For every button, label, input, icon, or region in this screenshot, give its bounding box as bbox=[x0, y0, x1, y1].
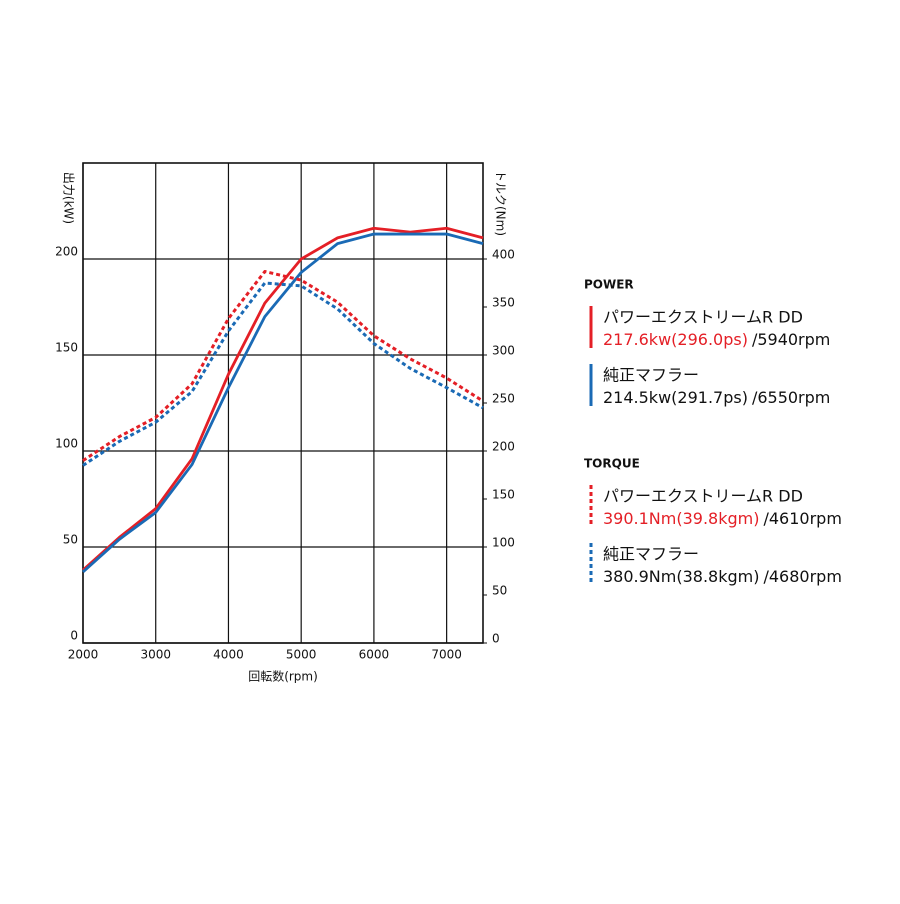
y2-tick-label: 150 bbox=[492, 488, 515, 502]
y2-tick-label: 50 bbox=[492, 584, 507, 598]
legend-peak-value: 217.6kw(296.0ps) bbox=[603, 330, 748, 349]
y-tick-label: 200 bbox=[55, 245, 78, 259]
legend-peak-value: 380.9Nm(38.8kgm) bbox=[603, 567, 759, 586]
plot-border bbox=[82, 162, 484, 644]
series-line bbox=[82, 232, 484, 574]
series-line bbox=[82, 226, 484, 572]
x-tick-label: 2000 bbox=[68, 648, 99, 662]
x-tick-label: 5000 bbox=[286, 648, 317, 662]
y-tick-label: 150 bbox=[55, 341, 78, 355]
legend-peak: 214.5kw(291.7ps)/6550rpm bbox=[603, 388, 830, 407]
y2-tick-label: 300 bbox=[492, 344, 515, 358]
legend-name: パワーエクストリームR DD bbox=[603, 308, 803, 327]
y2-tick-label: 0 bbox=[492, 632, 500, 646]
x-axis-label: 回転数(rpm) bbox=[248, 669, 318, 684]
y2-axis-label: トルク(Nm) bbox=[494, 170, 508, 236]
x-tick-label: 4000 bbox=[213, 648, 244, 662]
legend-peak-rpm: /4610rpm bbox=[763, 509, 841, 528]
y-tick-label: 0 bbox=[70, 629, 78, 643]
x-tick-label: 7000 bbox=[431, 648, 462, 662]
y-axis-label: 出力(kW) bbox=[62, 172, 76, 224]
y2-tick-label: 350 bbox=[492, 296, 515, 310]
legend-peak: 390.1Nm(39.8kgm)/4610rpm bbox=[603, 509, 842, 528]
y2-tick-label: 250 bbox=[492, 392, 515, 406]
legend-peak: 217.6kw(296.0ps)/5940rpm bbox=[603, 330, 830, 349]
legend-peak-rpm: /6550rpm bbox=[752, 388, 830, 407]
legend-name: 純正マフラー bbox=[603, 366, 699, 385]
x-tick-label: 3000 bbox=[140, 648, 171, 662]
y-tick-label: 100 bbox=[55, 437, 78, 451]
y2-tick-label: 400 bbox=[492, 248, 515, 262]
legend-title: TORQUE bbox=[584, 457, 640, 471]
legend-name: 純正マフラー bbox=[603, 545, 699, 564]
legend-peak-value: 214.5kw(291.7ps) bbox=[603, 388, 748, 407]
legend-peak-rpm: /4680rpm bbox=[763, 567, 841, 586]
legend-title: POWER bbox=[584, 278, 634, 292]
y2-tick-label: 200 bbox=[492, 440, 515, 454]
y-tick-label: 50 bbox=[63, 533, 78, 547]
legend-peak: 380.9Nm(38.8kgm)/4680rpm bbox=[603, 567, 842, 586]
legend-name: パワーエクストリームR DD bbox=[603, 487, 803, 506]
series-line bbox=[82, 269, 484, 462]
legend-peak-value: 390.1Nm(39.8kgm) bbox=[603, 509, 759, 528]
y2-tick-label: 100 bbox=[492, 536, 515, 550]
series-line bbox=[82, 281, 484, 467]
legend-peak-rpm: /5940rpm bbox=[752, 330, 830, 349]
x-tick-label: 6000 bbox=[359, 648, 390, 662]
